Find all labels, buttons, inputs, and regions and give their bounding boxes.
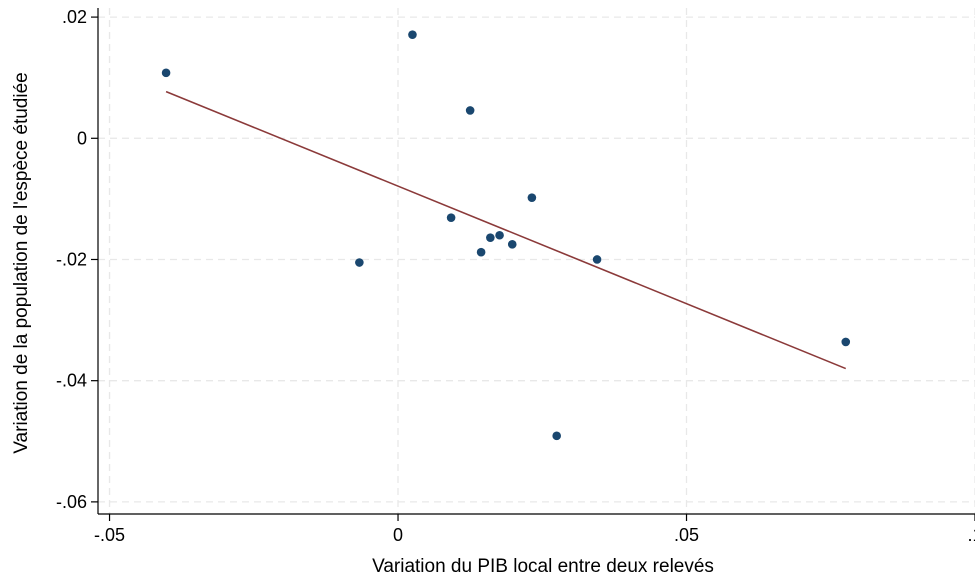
x-tick-label: -.05 — [94, 525, 125, 545]
x-tick-label: 0 — [393, 525, 403, 545]
scatter-point — [161, 68, 171, 78]
x-axis-title: Variation du PIB local entre deux relevé… — [372, 556, 714, 577]
y-axis-title: Variation de la population de l'espèce é… — [11, 72, 32, 453]
x-tick-label: .05 — [674, 525, 699, 545]
scatter-point — [507, 240, 517, 249]
axes: -.05 0 .05 .1 .02 0 -.02 -.04 -.06 — [56, 7, 975, 545]
x-tick-label: .1 — [967, 525, 975, 545]
scatter-point — [446, 213, 456, 222]
scatter-point — [841, 337, 851, 347]
scatter-point — [476, 247, 486, 257]
fit-line — [165, 90, 847, 370]
gridlines — [98, 8, 975, 514]
scatter-point — [408, 30, 417, 39]
scatter-point — [486, 233, 495, 242]
scatter-point — [552, 431, 561, 441]
y-tick-label: -.04 — [56, 371, 87, 391]
scatter-point — [527, 193, 537, 202]
scatter-point — [465, 106, 475, 115]
y-tick-label: -.02 — [56, 249, 87, 269]
y-tick-label: -.06 — [56, 492, 87, 512]
scatter-point — [355, 258, 364, 267]
y-tick-label: .02 — [62, 7, 87, 27]
y-tick-label: 0 — [77, 128, 87, 148]
scatter-point — [592, 255, 602, 264]
scatter-point — [495, 230, 504, 240]
fit-line-group — [165, 90, 847, 370]
scatter-points — [161, 30, 851, 441]
